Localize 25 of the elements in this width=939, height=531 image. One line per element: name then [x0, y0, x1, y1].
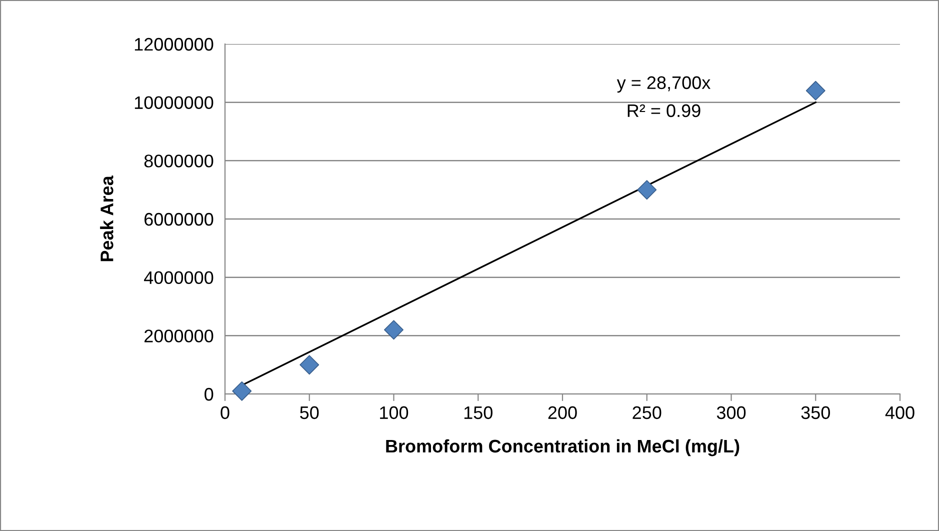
x-tick-label: 50	[300, 406, 319, 420]
x-axis-title: Bromoform Concentration in MeCl (mg/L)	[386, 439, 740, 456]
y-tick-label: 4000000	[144, 271, 214, 284]
x-tick-label: 400	[885, 406, 914, 420]
point	[806, 80, 826, 100]
y-tick-label: 10000000	[134, 96, 214, 110]
point	[232, 381, 252, 401]
x-tick-label: 250	[632, 406, 662, 420]
x-tick-label: 100	[380, 406, 408, 420]
x-tick-label: 350	[801, 406, 830, 420]
y-tick-label: 12000000	[134, 38, 214, 51]
y-tick-label: 2000000	[144, 330, 214, 342]
x-tick-label: 300	[716, 406, 746, 420]
y-tick-label: 8000000	[144, 154, 214, 168]
annotation: y = 28,700x	[616, 76, 710, 93]
y-tick-label: 0	[204, 388, 214, 401]
y-tick-label: 6000000	[144, 212, 214, 226]
x-tick-label: 200	[548, 406, 577, 420]
point	[300, 355, 320, 375]
x-tick-label: 0	[220, 406, 230, 420]
point	[384, 320, 404, 340]
point	[637, 180, 657, 200]
annotation: R² = 0.99	[628, 104, 700, 118]
x-tick-label: 150	[464, 406, 492, 420]
y-axis-title: Peak Area	[100, 176, 114, 262]
